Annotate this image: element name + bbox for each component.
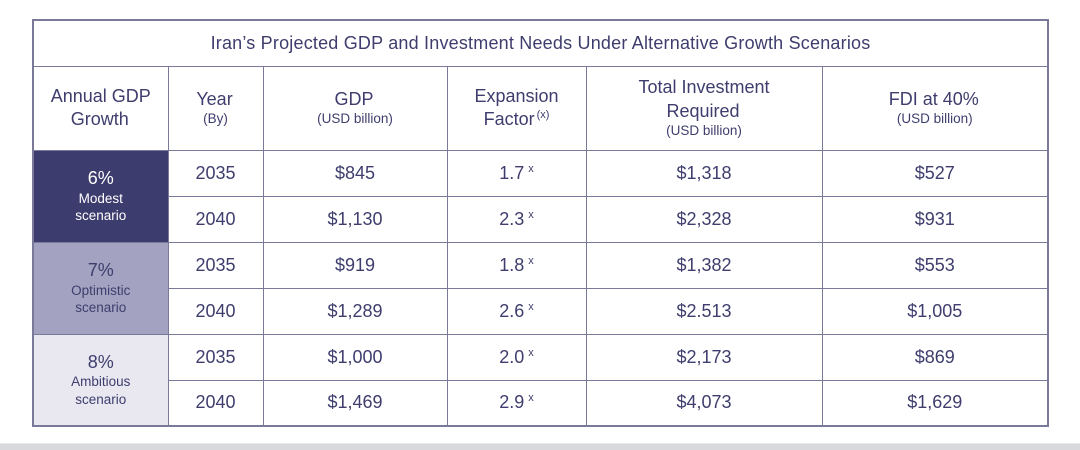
header-label: Expansion Factor (x): [452, 85, 582, 132]
header-sublabel: (USD billion): [317, 111, 393, 127]
header-label-text: FDI at 40%: [888, 88, 979, 109]
factor-value: 2.3: [499, 208, 525, 229]
header-label: GDP: [268, 88, 443, 111]
factor-multiplier-sup: x: [528, 392, 534, 405]
bottom-divider: [0, 443, 1080, 450]
table-row: 8% Ambitious scenario 2035 $1,000 2.0 x $…: [32, 333, 1049, 427]
table-row: 7% Optimistic scenario 2035 $919 1.8 x $1…: [32, 241, 1049, 335]
factor-multiplier-sup: x: [528, 162, 534, 175]
fdi-cell: $869: [821, 333, 1049, 381]
factor-value: 2.9: [499, 392, 525, 413]
factor-value: 2.6: [499, 300, 525, 321]
col-header-year: Year (By): [167, 65, 264, 151]
header-label-text: GDP: [334, 88, 374, 109]
factor-multiplier-sup: x: [528, 300, 534, 313]
gdp-cell: $845: [262, 149, 448, 197]
gdp-cell: $1,130: [262, 195, 448, 243]
col-header-gdp: GDP (USD billion): [262, 65, 448, 151]
header-label: Annual GDP Growth: [38, 85, 164, 132]
factor-value: 2.0: [499, 346, 525, 367]
header-row: Annual GDP Growth Year (By) GDP (USD bil…: [32, 65, 1049, 151]
header-label-text: Expansion Factor: [474, 85, 559, 129]
col-header-fdi: FDI at 40% (USD billion): [821, 65, 1049, 151]
scenario-name: Optimistic scenario: [71, 282, 131, 316]
header-sublabel: (By): [203, 111, 228, 127]
factor-multiplier-sup: x: [528, 254, 534, 267]
total-investment-cell: $4,073: [585, 379, 823, 427]
scenario-growth: 8%: [87, 351, 114, 372]
year-cell: 2040: [167, 287, 264, 335]
header-label: Total Investment Required: [591, 76, 818, 123]
gdp-scenarios-table: Iran’s Projected GDP and Investment Need…: [32, 19, 1050, 427]
fdi-cell: $527: [821, 149, 1049, 197]
col-header-expansion-factor: Expansion Factor (x): [446, 65, 587, 151]
year-cell: 2035: [167, 149, 264, 197]
total-investment-cell: $2,328: [585, 195, 823, 243]
scenario-cell-7pct-optimistic: 7% Optimistic scenario: [32, 241, 169, 335]
factor-value: 1.8: [499, 254, 525, 275]
expansion-factor-cell: 2.9 x: [446, 379, 587, 427]
year-cell: 2035: [167, 333, 264, 381]
scenario-name: Modest scenario: [75, 190, 127, 224]
col-header-annual-gdp-growth: Annual GDP Growth: [32, 65, 169, 151]
table-row: 2040 $1,289 2.6 x $2.513 $1,005: [33, 287, 1049, 335]
header-label: Year: [173, 88, 259, 111]
scenario-growth: 6%: [87, 168, 114, 189]
factor-multiplier-sup: x: [528, 346, 534, 359]
expansion-factor-cell: 2.6 x: [446, 287, 587, 335]
expansion-factor-cell: 1.7 x: [446, 149, 587, 197]
expansion-factor-cell: 2.0 x: [446, 333, 587, 381]
total-investment-cell: $2,173: [585, 333, 823, 381]
gdp-cell: $1,469: [262, 379, 448, 427]
expansion-factor-cell: 1.8 x: [446, 241, 587, 289]
expansion-factor-cell: 2.3 x: [446, 195, 587, 243]
fdi-cell: $1,629: [821, 379, 1049, 427]
scenario-cell-6pct-modest: 6% Modest scenario: [32, 149, 169, 243]
header-label-text: Year: [196, 88, 233, 109]
table-row: 2040 $1,130 2.3 x $2,328 $931: [33, 195, 1049, 243]
gdp-cell: $919: [262, 241, 448, 289]
scenario-growth: 7%: [87, 260, 114, 281]
header-label-text: Total Investment Required: [638, 77, 770, 121]
scenario-cell-8pct-ambitious: 8% Ambitious scenario: [32, 333, 169, 427]
header-superscript: (x): [536, 109, 550, 121]
header-sublabel: (USD billion): [896, 111, 973, 127]
total-investment-cell: $2.513: [585, 287, 823, 335]
header-label-text: Annual GDP Growth: [50, 85, 151, 129]
table-title: Iran’s Projected GDP and Investment Need…: [32, 19, 1049, 67]
fdi-cell: $931: [821, 195, 1049, 243]
year-cell: 2035: [167, 241, 264, 289]
scenario-name: Ambitious scenario: [71, 374, 131, 407]
header-sublabel: (USD billion): [666, 122, 742, 138]
header-label: FDI at 40%: [827, 88, 1044, 111]
title-row: Iran’s Projected GDP and Investment Need…: [32, 19, 1049, 67]
table-row: 2040 $1,469 2.9 x $4,073 $1,629: [33, 379, 1049, 427]
fdi-cell: $553: [821, 241, 1049, 289]
total-investment-cell: $1,382: [585, 241, 823, 289]
factor-value: 1.7: [499, 162, 525, 183]
table-row: 6% Modest scenario 2035 $845 1.7 x $1,318…: [32, 149, 1049, 243]
fdi-cell: $1,005: [821, 287, 1049, 335]
year-cell: 2040: [167, 379, 264, 427]
col-header-total-investment: Total Investment Required (USD billion): [585, 65, 823, 151]
year-cell: 2040: [167, 195, 264, 243]
factor-multiplier-sup: x: [528, 208, 534, 221]
gdp-cell: $1,000: [262, 333, 448, 381]
total-investment-cell: $1,318: [585, 149, 823, 197]
gdp-cell: $1,289: [262, 287, 448, 335]
